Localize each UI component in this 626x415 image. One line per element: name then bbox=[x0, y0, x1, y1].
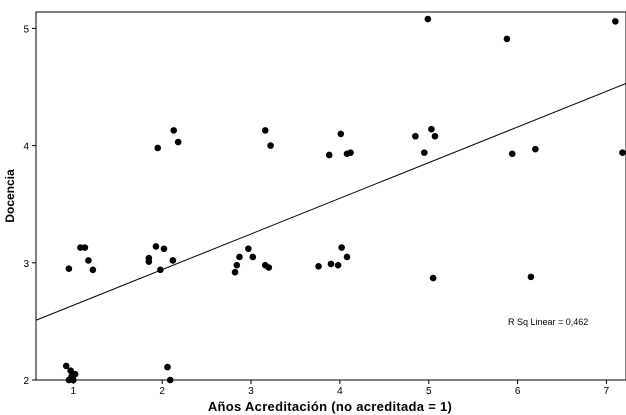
data-point bbox=[532, 145, 539, 153]
data-point bbox=[619, 149, 626, 156]
data-point bbox=[152, 243, 160, 250]
data-point bbox=[231, 268, 239, 276]
y-tick-label: 3 bbox=[23, 259, 29, 270]
x-tick-label: 4 bbox=[337, 386, 343, 397]
data-point bbox=[233, 261, 241, 269]
data-point bbox=[527, 273, 535, 281]
plot-frame bbox=[35, 11, 626, 381]
data-point bbox=[62, 362, 70, 370]
data-point bbox=[347, 149, 354, 156]
data-point bbox=[325, 151, 333, 159]
r-squared-annotation: R Sq Linear = 0,462 bbox=[508, 317, 588, 327]
x-tick-label: 2 bbox=[159, 386, 165, 397]
data-point bbox=[169, 257, 177, 264]
data-point bbox=[249, 253, 257, 261]
data-point bbox=[154, 144, 162, 152]
x-tick-label: 5 bbox=[426, 386, 432, 397]
x-tick-label: 6 bbox=[515, 386, 521, 397]
data-point bbox=[412, 132, 419, 140]
data-point bbox=[265, 264, 273, 271]
data-point bbox=[267, 142, 274, 149]
y-tick-label: 2 bbox=[23, 376, 29, 387]
data-point bbox=[424, 15, 432, 23]
x-axis-title: Años Acreditación (no acreditada = 1) bbox=[208, 399, 452, 414]
data-point bbox=[612, 18, 619, 25]
y-axis: 2 3 4 5 bbox=[23, 24, 36, 387]
data-point bbox=[508, 150, 516, 158]
x-tick-label: 7 bbox=[604, 386, 610, 397]
points-layer bbox=[62, 15, 626, 384]
data-point bbox=[315, 263, 322, 270]
data-point bbox=[261, 127, 269, 134]
data-point bbox=[157, 266, 164, 274]
data-point bbox=[174, 138, 182, 146]
data-point bbox=[431, 132, 439, 140]
regression-line bbox=[35, 83, 626, 321]
data-point bbox=[338, 244, 345, 251]
data-point bbox=[81, 244, 89, 251]
data-point bbox=[236, 253, 243, 261]
data-point bbox=[245, 245, 252, 253]
data-point bbox=[65, 265, 73, 272]
y-axis-title: Docencia bbox=[3, 169, 17, 223]
data-point bbox=[337, 130, 345, 138]
data-point bbox=[160, 245, 168, 253]
y-tick-label: 5 bbox=[23, 24, 29, 35]
data-point bbox=[343, 253, 351, 261]
x-axis: 1 2 3 4 5 6 7 bbox=[71, 380, 610, 397]
x-tick-label: 1 bbox=[71, 386, 77, 397]
x-tick-label: 3 bbox=[248, 386, 254, 397]
data-point bbox=[327, 260, 335, 268]
data-point bbox=[428, 125, 435, 133]
data-point bbox=[503, 35, 511, 43]
data-point bbox=[85, 257, 92, 264]
data-point bbox=[166, 376, 174, 384]
data-point bbox=[145, 258, 153, 265]
y-tick-label: 4 bbox=[23, 142, 29, 153]
data-point bbox=[334, 261, 342, 269]
data-point bbox=[67, 367, 74, 374]
regression-layer bbox=[35, 83, 626, 321]
data-point bbox=[420, 149, 428, 156]
data-point bbox=[170, 127, 178, 134]
data-point bbox=[164, 363, 171, 371]
data-point bbox=[429, 274, 437, 282]
data-point bbox=[89, 266, 97, 274]
